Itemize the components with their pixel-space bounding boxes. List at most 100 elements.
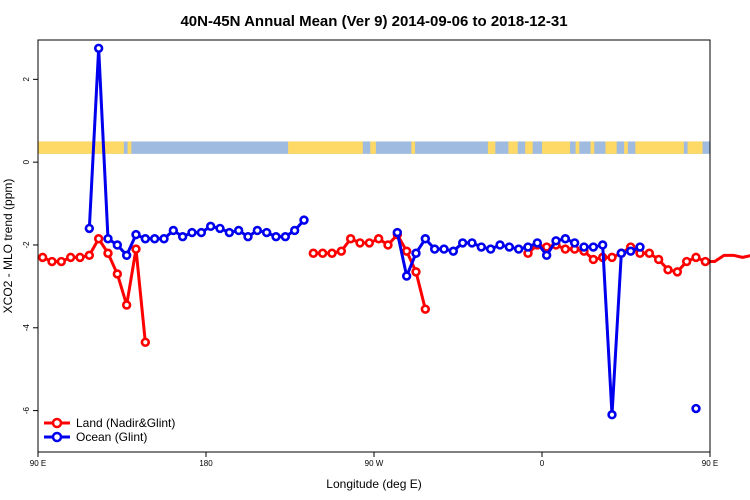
landmask-band	[38, 141, 710, 154]
data-point	[121, 300, 132, 310]
data-point	[308, 248, 319, 258]
data-point	[392, 227, 403, 238]
data-point	[243, 231, 253, 242]
data-point	[159, 234, 169, 244]
data-point	[196, 227, 207, 238]
data-point	[401, 246, 412, 256]
y-tick-label: 2	[22, 77, 31, 82]
data-point	[672, 267, 683, 277]
series-ocean	[84, 43, 701, 420]
data-point	[429, 244, 440, 254]
x-tick-label: 90 E	[30, 459, 46, 468]
y-tick-label: -2	[22, 241, 31, 249]
data-point	[541, 242, 552, 252]
data-point	[131, 229, 141, 240]
data-point	[691, 252, 701, 263]
y-axis-ticks: -6 -4 -2 0 2	[22, 77, 38, 414]
band-land-segment	[288, 141, 363, 154]
band-land-segment	[508, 141, 518, 154]
data-point	[364, 238, 375, 248]
data-point	[168, 225, 179, 236]
band-land-segment	[687, 141, 703, 154]
y-tick-label: 0	[22, 159, 31, 164]
data-point	[112, 240, 123, 250]
y-tick-label: -6	[22, 406, 31, 414]
data-point	[579, 242, 589, 252]
data-point	[75, 252, 85, 263]
data-point	[560, 244, 571, 254]
data-point	[644, 248, 655, 258]
data-point	[457, 238, 468, 248]
data-point	[233, 225, 244, 236]
data-point	[513, 244, 524, 254]
data-point	[317, 248, 328, 258]
band-land-segment	[542, 141, 570, 154]
data-point	[411, 248, 421, 258]
data-point	[112, 269, 123, 279]
data-point	[560, 234, 571, 244]
data-point	[261, 227, 272, 238]
data-point	[224, 227, 235, 238]
data-point	[616, 248, 627, 258]
x-axis-ticks: 90 E 180 90 W 0 90 E	[30, 452, 718, 468]
band-land-segment	[370, 141, 376, 154]
data-point	[523, 242, 533, 252]
data-point	[551, 236, 561, 246]
x-tick-label: 0	[540, 459, 545, 468]
band-land-segment	[525, 141, 533, 154]
data-point	[485, 244, 496, 254]
data-point	[299, 215, 309, 225]
data-point	[607, 410, 617, 420]
data-point	[84, 223, 95, 234]
data-point	[532, 238, 543, 248]
x-tick-label: 90 E	[702, 459, 718, 468]
band-land-segment	[487, 141, 496, 154]
data-point	[691, 403, 701, 414]
data-point	[467, 238, 477, 248]
legend-label-land: Land (Nadir&Glint)	[76, 416, 175, 430]
band-land-segment	[624, 141, 628, 154]
data-point	[56, 256, 67, 267]
data-point	[569, 238, 580, 248]
data-point	[681, 256, 692, 267]
data-point	[504, 242, 515, 252]
data-point	[653, 254, 664, 265]
band-land-segment	[38, 141, 124, 154]
series-line	[584, 243, 641, 417]
data-point	[187, 227, 197, 238]
data-point	[448, 246, 459, 256]
legend: Land (Nadir&Glint) Ocean (Glint)	[44, 416, 175, 444]
data-point	[420, 304, 431, 314]
band-land-segment	[411, 141, 416, 154]
data-point	[131, 244, 141, 254]
series-land	[37, 229, 750, 347]
band-land-segment	[590, 141, 595, 154]
x-axis-label: Longitude (deg E)	[326, 477, 421, 491]
data-point	[65, 252, 76, 263]
data-point	[252, 225, 263, 236]
chart-title: 40N-45N Annual Mean (Ver 9) 2014-09-06 t…	[180, 13, 567, 30]
band-land-segment	[575, 141, 580, 154]
band-land-segment	[127, 141, 132, 154]
data-point	[140, 234, 151, 244]
data-point	[373, 234, 384, 244]
data-point	[336, 246, 347, 256]
data-point	[121, 250, 132, 261]
data-point	[271, 231, 281, 242]
data-point	[439, 244, 449, 254]
data-point	[140, 337, 151, 347]
legend-marker-land	[51, 417, 63, 429]
data-point	[383, 240, 393, 250]
data-point	[588, 254, 599, 265]
data-point	[93, 43, 104, 53]
data-point	[289, 225, 300, 236]
data-point	[476, 242, 487, 252]
data-point	[588, 242, 599, 252]
data-point	[607, 252, 617, 263]
data-point	[401, 271, 412, 281]
data-point	[420, 234, 431, 244]
band-land-segment	[635, 141, 684, 154]
data-point	[663, 265, 673, 275]
data-point	[345, 234, 356, 244]
